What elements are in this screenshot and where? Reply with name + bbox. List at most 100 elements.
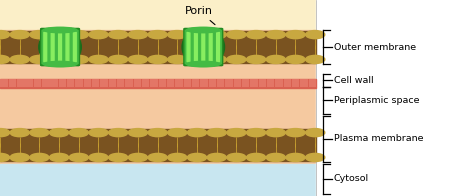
Ellipse shape	[39, 28, 81, 66]
FancyBboxPatch shape	[44, 32, 47, 62]
Circle shape	[247, 55, 266, 64]
Bar	[75, 80, 83, 87]
Circle shape	[188, 153, 207, 162]
FancyBboxPatch shape	[215, 30, 221, 64]
FancyBboxPatch shape	[66, 32, 69, 62]
Circle shape	[0, 129, 10, 137]
Circle shape	[89, 31, 108, 39]
Circle shape	[305, 55, 325, 64]
FancyBboxPatch shape	[207, 30, 214, 64]
Circle shape	[10, 153, 29, 162]
Circle shape	[148, 153, 167, 162]
Bar	[100, 80, 108, 87]
Text: Cell wall: Cell wall	[334, 76, 373, 85]
Circle shape	[30, 31, 49, 39]
Bar	[92, 80, 99, 87]
Circle shape	[30, 129, 49, 137]
Circle shape	[128, 153, 147, 162]
Circle shape	[128, 55, 147, 64]
Circle shape	[286, 129, 305, 137]
Bar	[201, 80, 208, 87]
FancyBboxPatch shape	[63, 28, 72, 66]
Text: Porin: Porin	[185, 6, 215, 25]
Circle shape	[227, 153, 246, 162]
Circle shape	[148, 31, 167, 39]
Circle shape	[49, 31, 69, 39]
Bar	[209, 80, 216, 87]
Circle shape	[168, 31, 187, 39]
Ellipse shape	[43, 61, 77, 67]
Text: Outer membrane: Outer membrane	[334, 43, 416, 52]
Circle shape	[128, 129, 147, 137]
Bar	[267, 80, 274, 87]
FancyBboxPatch shape	[72, 30, 78, 64]
Circle shape	[266, 153, 286, 162]
Bar	[34, 80, 41, 87]
Bar	[275, 80, 283, 87]
Bar	[192, 80, 200, 87]
Circle shape	[305, 129, 325, 137]
Bar	[234, 80, 241, 87]
FancyBboxPatch shape	[59, 32, 61, 62]
FancyBboxPatch shape	[206, 28, 215, 66]
Bar	[134, 80, 141, 87]
Circle shape	[148, 55, 167, 64]
Circle shape	[128, 31, 147, 39]
Circle shape	[188, 129, 207, 137]
Ellipse shape	[43, 27, 77, 33]
Bar	[0, 80, 8, 87]
Bar	[250, 80, 258, 87]
Circle shape	[109, 129, 128, 137]
FancyBboxPatch shape	[70, 28, 79, 66]
FancyBboxPatch shape	[48, 28, 57, 66]
FancyBboxPatch shape	[184, 28, 193, 66]
Circle shape	[49, 129, 69, 137]
Bar	[117, 80, 124, 87]
Circle shape	[49, 55, 69, 64]
Bar	[25, 80, 33, 87]
Circle shape	[305, 31, 325, 39]
Circle shape	[207, 129, 226, 137]
FancyBboxPatch shape	[193, 30, 199, 64]
FancyBboxPatch shape	[200, 30, 207, 64]
Circle shape	[30, 153, 49, 162]
Circle shape	[0, 153, 10, 162]
Circle shape	[207, 31, 226, 39]
Circle shape	[247, 31, 266, 39]
Circle shape	[188, 31, 207, 39]
Bar	[259, 80, 266, 87]
Circle shape	[168, 153, 187, 162]
Circle shape	[207, 153, 226, 162]
Bar	[184, 80, 191, 87]
Circle shape	[89, 153, 108, 162]
FancyBboxPatch shape	[41, 28, 50, 66]
FancyBboxPatch shape	[213, 28, 223, 66]
Circle shape	[227, 55, 246, 64]
Bar	[0, 30, 316, 164]
Bar	[84, 80, 91, 87]
FancyBboxPatch shape	[202, 32, 205, 62]
Circle shape	[227, 31, 246, 39]
Ellipse shape	[182, 28, 225, 66]
FancyBboxPatch shape	[209, 32, 212, 62]
FancyBboxPatch shape	[185, 30, 192, 64]
FancyBboxPatch shape	[49, 30, 56, 64]
Circle shape	[148, 129, 167, 137]
Bar	[109, 80, 116, 87]
Circle shape	[49, 153, 69, 162]
Bar	[292, 80, 299, 87]
Bar	[142, 80, 149, 87]
Bar	[17, 80, 24, 87]
Circle shape	[89, 129, 108, 137]
Circle shape	[109, 31, 128, 39]
Circle shape	[89, 55, 108, 64]
Bar	[316, 0, 462, 196]
Bar	[42, 80, 49, 87]
FancyBboxPatch shape	[195, 32, 197, 62]
FancyBboxPatch shape	[42, 30, 49, 64]
Bar	[150, 80, 158, 87]
Bar	[159, 80, 166, 87]
Bar	[242, 80, 249, 87]
Circle shape	[286, 55, 305, 64]
Bar	[125, 80, 133, 87]
